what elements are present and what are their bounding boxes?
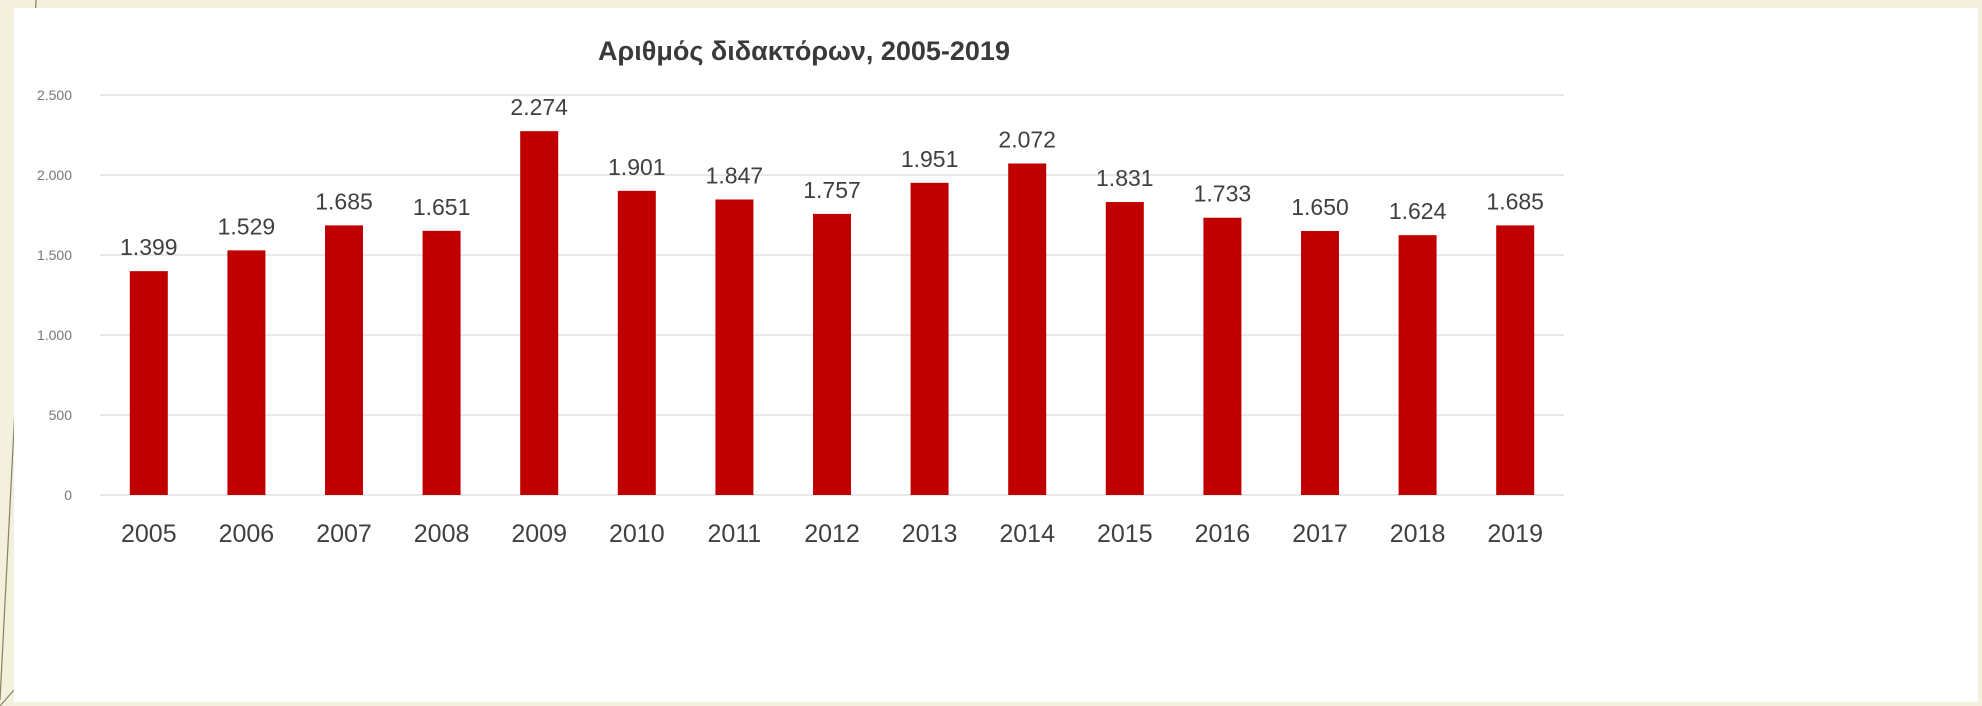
y-tick-label: 2.500 xyxy=(37,87,72,103)
y-tick-label: 1.500 xyxy=(37,247,72,263)
x-tick-label-2014: 2014 xyxy=(999,520,1055,548)
x-tick-label-2012: 2012 xyxy=(804,520,860,548)
data-label-2011: 1.847 xyxy=(706,162,764,188)
data-label-2005: 1.399 xyxy=(120,234,178,260)
bar-2009 xyxy=(520,131,559,495)
data-label-2006: 1.529 xyxy=(218,213,276,239)
x-tick-label-2019: 2019 xyxy=(1487,520,1543,548)
data-label-2014: 2.072 xyxy=(998,126,1056,152)
data-label-2016: 1.733 xyxy=(1194,181,1252,207)
x-tick-label-2015: 2015 xyxy=(1097,520,1153,548)
data-label-2007: 1.685 xyxy=(315,188,373,214)
data-label-2015: 1.831 xyxy=(1096,165,1154,191)
bar-2012 xyxy=(813,213,851,495)
data-label-2013: 1.951 xyxy=(901,146,959,172)
bar-2007 xyxy=(325,225,363,495)
x-tick-label-2010: 2010 xyxy=(609,520,665,548)
chart-area: Αριθμός διδακτόρων, 2005-2019 0 500 1.000 1… xyxy=(14,8,1978,702)
bar-2019 xyxy=(1496,225,1535,495)
data-label-2009: 2.274 xyxy=(510,94,568,120)
data-label-2019: 1.685 xyxy=(1486,188,1544,214)
bar-2013 xyxy=(910,182,949,495)
y-tick-label: 2.000 xyxy=(37,167,72,183)
x-tick-label-2017: 2017 xyxy=(1292,520,1348,548)
data-label-2018: 1.624 xyxy=(1389,198,1447,224)
bar-2017 xyxy=(1301,231,1339,495)
x-tick-label-2013: 2013 xyxy=(902,520,958,548)
data-label-2012: 1.757 xyxy=(803,177,861,203)
bar-2018 xyxy=(1398,235,1437,495)
x-tick-label-2007: 2007 xyxy=(316,520,372,548)
x-tick-label-2011: 2011 xyxy=(708,520,762,548)
y-tick-label: 500 xyxy=(49,407,73,423)
bar-2005 xyxy=(129,271,168,495)
bar-2010 xyxy=(617,190,656,495)
x-tick-label-2006: 2006 xyxy=(219,520,275,548)
x-tick-label-2008: 2008 xyxy=(414,520,470,548)
bar-2011 xyxy=(715,199,754,496)
y-tick-label: 1.000 xyxy=(37,327,72,343)
bar-2014 xyxy=(1008,163,1047,496)
x-tick-label-2016: 2016 xyxy=(1195,520,1251,548)
bar-2008 xyxy=(422,230,461,495)
bar-2016 xyxy=(1203,217,1242,495)
data-labels: 1.399 1.529 1.685 1.651 2.274 1.901 1.847 1.757… xyxy=(120,94,1544,260)
data-label-2010: 1.901 xyxy=(608,154,666,180)
bar-2006 xyxy=(227,250,266,495)
x-axis-ticks: 2005 2006 2007 2008 2009 2010 2011 2012 2013 2014… xyxy=(121,520,1543,548)
bar-2015 xyxy=(1105,202,1144,496)
bar-chart: Αριθμός διδακτόρων, 2005-2019 0 500 1.000 1… xyxy=(37,36,1564,548)
x-tick-label-2009: 2009 xyxy=(511,520,567,548)
chart-title: Αριθμός διδακτόρων, 2005-2019 xyxy=(598,36,1010,66)
bars xyxy=(129,131,1535,496)
x-tick-label-2018: 2018 xyxy=(1390,520,1446,548)
x-tick-label-2005: 2005 xyxy=(121,520,177,548)
data-label-2008: 1.651 xyxy=(413,194,471,220)
data-label-2017: 1.650 xyxy=(1291,194,1349,220)
y-axis-ticks: 0 500 1.000 1.500 2.000 2.500 xyxy=(37,87,72,503)
y-tick-label: 0 xyxy=(64,487,72,503)
